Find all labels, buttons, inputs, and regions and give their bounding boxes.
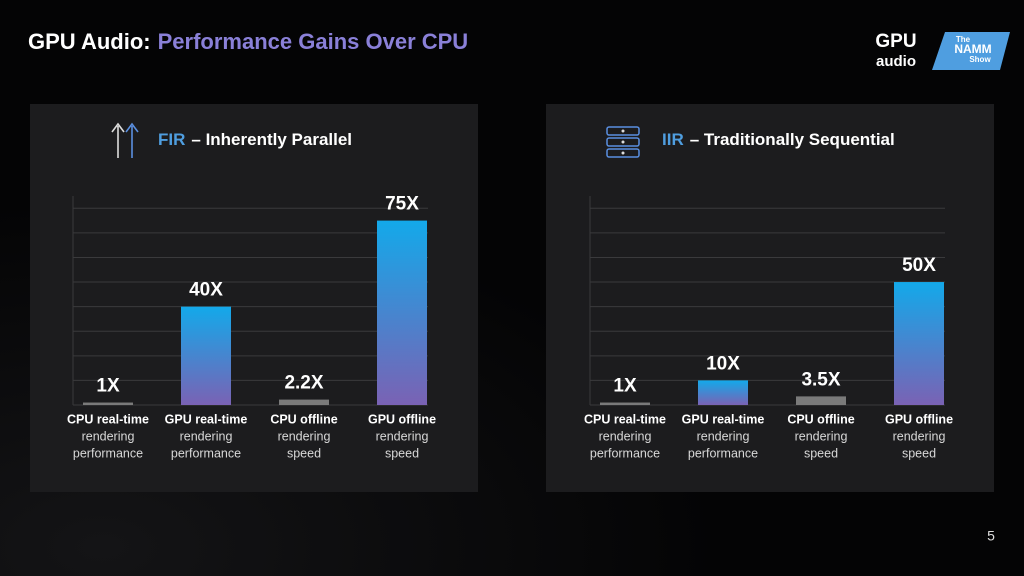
logo-show: Show <box>969 55 991 64</box>
bar <box>377 220 427 405</box>
value-label: 2.2X <box>284 373 323 394</box>
chart-title: FIR – Inherently Parallel <box>158 130 352 149</box>
x-tick-label: CPU real-time <box>67 412 149 426</box>
x-tick-label: GPU offline <box>368 412 436 426</box>
title-text: – Traditionally Sequential <box>690 130 895 149</box>
value-label: 40X <box>189 280 223 301</box>
fir-icon <box>111 122 139 158</box>
x-tick-label: GPU offline <box>885 412 953 426</box>
x-tick-label: GPU real-time <box>165 412 248 426</box>
bar <box>83 402 133 405</box>
x-tick-label: CPU offline <box>787 412 854 426</box>
value-label: 3.5X <box>801 369 840 390</box>
x-tick-label: speed <box>902 446 936 460</box>
iir-icon <box>606 126 640 158</box>
value-label: 10X <box>706 353 740 374</box>
x-tick-label: speed <box>385 446 419 460</box>
title-main: Performance Gains Over CPU <box>158 29 469 54</box>
logo-the: The <box>956 35 971 44</box>
page-number: 5 <box>987 528 995 544</box>
slide-title: GPU Audio: Performance Gains Over CPU <box>28 29 468 54</box>
namm-badge <box>932 32 1010 70</box>
title-keyword: FIR <box>158 130 185 149</box>
value-label: 1X <box>96 376 120 397</box>
bar <box>279 399 329 405</box>
x-tick-label: rendering <box>376 429 429 443</box>
value-label: 50X <box>902 255 936 276</box>
logo-namm: NAMM <box>954 42 991 56</box>
bar <box>181 306 231 405</box>
x-tick-label: rendering <box>180 429 233 443</box>
x-tick-label: rendering <box>599 429 652 443</box>
bar <box>698 380 748 405</box>
bar <box>796 396 846 405</box>
bar <box>600 402 650 405</box>
x-tick-label: performance <box>73 446 143 460</box>
x-tick-label: speed <box>804 446 838 460</box>
title-text: – Inherently Parallel <box>191 130 352 149</box>
value-label: 75X <box>385 194 419 215</box>
logo-gpu: GPU <box>875 31 916 52</box>
title-prefix: GPU Audio: <box>28 29 151 54</box>
x-tick-label: rendering <box>82 429 135 443</box>
bar <box>894 282 944 405</box>
x-tick-label: CPU real-time <box>584 412 666 426</box>
x-tick-label: GPU real-time <box>682 412 765 426</box>
x-tick-label: rendering <box>697 429 750 443</box>
x-tick-label: performance <box>171 446 241 460</box>
x-tick-label: performance <box>688 446 758 460</box>
x-tick-label: performance <box>590 446 660 460</box>
title-keyword: IIR <box>662 130 684 149</box>
chart-title: IIR – Traditionally Sequential <box>662 130 895 149</box>
value-label: 1X <box>613 376 637 397</box>
x-tick-label: rendering <box>795 429 848 443</box>
x-tick-label: rendering <box>278 429 331 443</box>
x-tick-label: rendering <box>893 429 946 443</box>
x-tick-label: speed <box>287 446 321 460</box>
logo-audio: audio <box>876 53 916 70</box>
x-tick-label: CPU offline <box>270 412 337 426</box>
